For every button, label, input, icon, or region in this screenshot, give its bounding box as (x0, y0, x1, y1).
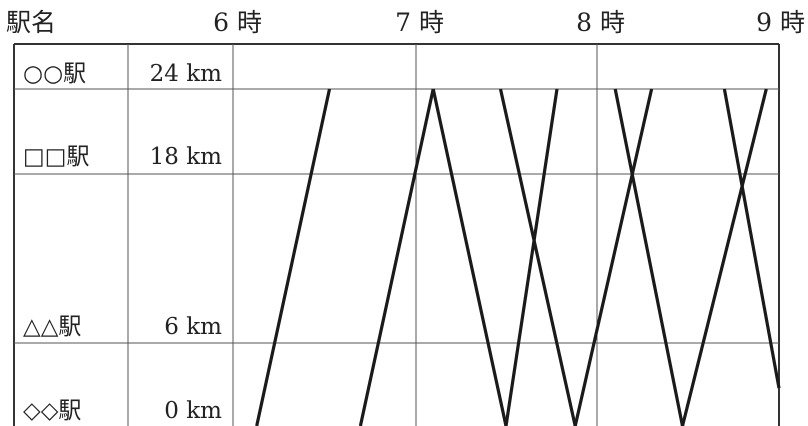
train-path-3 (431, 88, 508, 426)
station-name-4: ◇◇駅 (23, 398, 81, 424)
station-name-1: ○○駅 (23, 61, 86, 87)
hour-label-7: 7 時 (395, 8, 444, 37)
train-paths (255, 88, 781, 426)
train-path-7 (613, 88, 685, 426)
train-path-2 (358, 88, 435, 426)
station-column-header: 駅名 (6, 8, 56, 37)
train-path-8 (680, 88, 768, 426)
hour-label-8: 8 時 (576, 8, 625, 37)
hour-label-9: 9 時 (756, 8, 805, 37)
station-name-3: △△駅 (23, 314, 81, 340)
station-distance-1: 24 km (150, 61, 223, 87)
station-name-2: □□駅 (23, 144, 89, 170)
train-path-1 (255, 88, 332, 426)
train-path-4 (504, 88, 559, 426)
station-distance-4: 0 km (164, 398, 222, 424)
train-path-5 (498, 88, 577, 426)
station-distance-3: 6 km (164, 314, 222, 340)
train-path-6 (573, 88, 654, 426)
hour-label-6: 6 時 (213, 8, 262, 37)
train-path-9 (722, 88, 781, 389)
station-distance-2: 18 km (150, 144, 223, 170)
